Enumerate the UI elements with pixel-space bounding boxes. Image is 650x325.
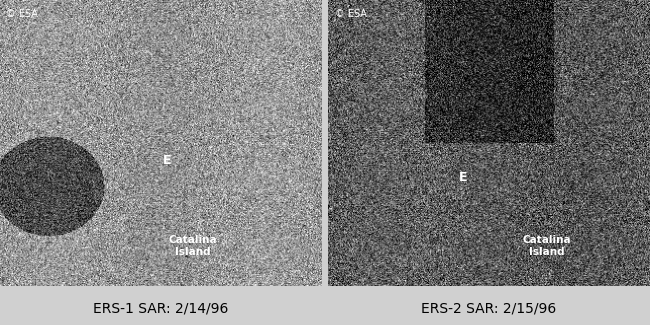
Text: ERS-1 SAR: 2/14/96: ERS-1 SAR: 2/14/96 xyxy=(93,302,229,316)
Text: Catalina
Island: Catalina Island xyxy=(523,235,571,257)
Text: ERS-2 SAR: 2/15/96: ERS-2 SAR: 2/15/96 xyxy=(421,302,557,316)
Text: © ESA: © ESA xyxy=(335,8,367,19)
Text: © ESA: © ESA xyxy=(6,8,38,19)
Text: E: E xyxy=(163,154,172,167)
Text: E: E xyxy=(459,171,467,184)
Text: Catalina
Island: Catalina Island xyxy=(169,235,217,257)
